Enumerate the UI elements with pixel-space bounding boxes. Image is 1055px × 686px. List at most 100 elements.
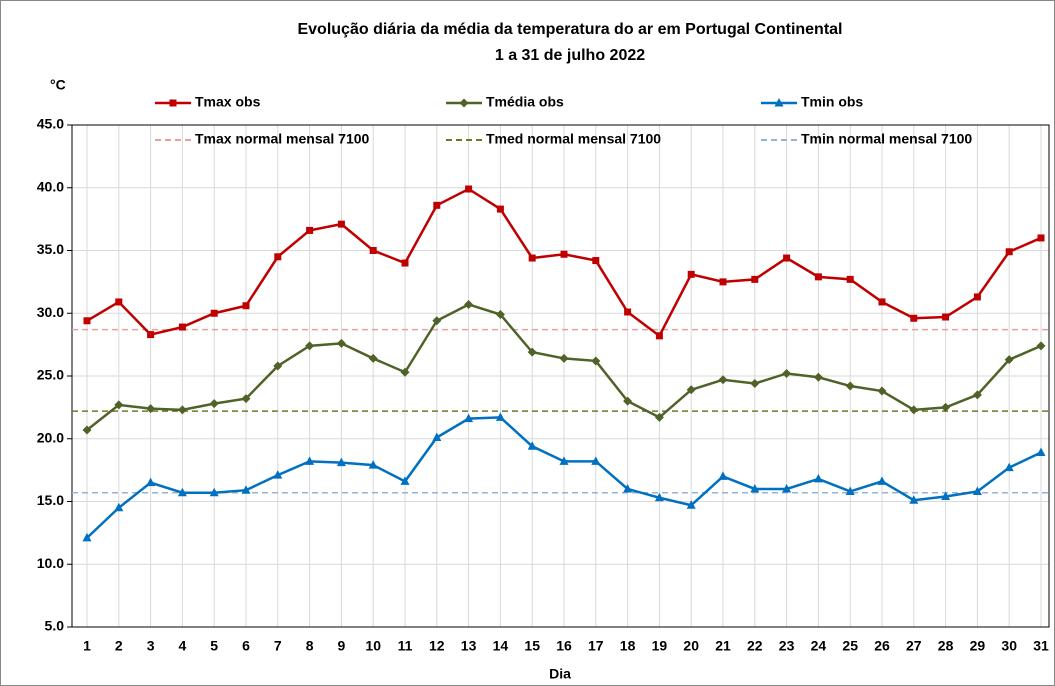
point	[1005, 248, 1013, 256]
point	[750, 483, 760, 493]
chart-title: Evolução diária da média da temperatura …	[297, 21, 842, 38]
point	[115, 298, 123, 306]
point	[942, 313, 950, 321]
x-tick-label: 1	[83, 638, 91, 654]
x-tick-label: 23	[779, 638, 795, 654]
point	[845, 381, 855, 391]
point	[687, 270, 695, 278]
point	[718, 375, 728, 385]
point	[147, 331, 155, 339]
point	[177, 487, 187, 497]
point	[973, 293, 981, 301]
point	[527, 441, 537, 450]
point	[273, 470, 283, 479]
point	[209, 487, 219, 497]
point	[241, 485, 251, 494]
point	[750, 379, 760, 389]
legend-label: Tmin obs	[801, 94, 863, 110]
point	[560, 250, 568, 258]
y-unit: °C	[50, 77, 66, 93]
x-tick-label: 10	[365, 638, 381, 654]
point	[273, 361, 283, 371]
plot-frame	[71, 124, 1050, 628]
point	[783, 254, 791, 262]
point	[654, 412, 664, 422]
x-tick-label: 21	[715, 638, 731, 654]
point	[941, 402, 951, 412]
y-tick-label: 25.0	[37, 367, 64, 383]
point	[400, 367, 410, 377]
x-tick-label: 18	[620, 638, 636, 654]
point	[242, 302, 250, 310]
x-tick-label: 7	[274, 638, 282, 654]
x-tick-label: 30	[1001, 638, 1017, 654]
x-tick-label: 2	[115, 638, 123, 654]
legend-label: Tmax normal mensal 7100	[195, 131, 370, 147]
x-tick-label: 4	[179, 638, 187, 654]
point	[909, 405, 919, 415]
x-tick-label: 25	[842, 638, 858, 654]
x-axis-title: Dia	[549, 666, 571, 682]
point	[877, 476, 887, 485]
point	[909, 495, 919, 504]
point	[528, 254, 536, 262]
point	[241, 394, 251, 404]
y-tick-label: 35.0	[37, 241, 64, 257]
x-tick-label: 31	[1033, 638, 1049, 654]
point	[401, 259, 409, 267]
point	[114, 400, 124, 410]
point	[305, 341, 315, 351]
point	[686, 385, 696, 395]
x-tick-label: 14	[493, 638, 509, 654]
y-tick-label: 5.0	[45, 618, 65, 634]
legend-label: Tmax obs	[195, 94, 261, 110]
point	[655, 332, 663, 340]
point	[210, 309, 218, 317]
x-tick-label: 16	[556, 638, 572, 654]
y-tick-label: 15.0	[37, 492, 64, 508]
point	[814, 273, 822, 281]
point	[624, 308, 632, 316]
x-tick-label: 17	[588, 638, 604, 654]
x-tick-label: 27	[906, 638, 922, 654]
y-tick-label: 30.0	[37, 304, 64, 320]
point	[305, 456, 315, 465]
x-tick-label: 3	[147, 638, 155, 654]
point	[559, 353, 569, 363]
x-tick-label: 28	[938, 638, 954, 654]
legend-label: Tmin normal mensal 7100	[801, 131, 972, 147]
x-tick-label: 24	[811, 638, 827, 654]
point	[1036, 341, 1046, 351]
x-tick-label: 11	[398, 638, 413, 654]
point	[306, 226, 314, 234]
point	[432, 316, 442, 326]
point	[459, 98, 469, 108]
point	[813, 473, 823, 483]
point	[368, 353, 378, 363]
point	[559, 456, 569, 465]
x-tick-label: 19	[652, 638, 668, 654]
legend-label: Tmédia obs	[486, 94, 564, 110]
point	[336, 457, 346, 467]
y-tick-label: 10.0	[37, 555, 64, 571]
x-tick-label: 26	[874, 638, 890, 654]
point	[878, 298, 886, 306]
point	[464, 413, 474, 423]
chart-subtitle: 1 a 31 de julho 2022	[495, 47, 645, 64]
point	[432, 432, 442, 441]
point	[82, 532, 92, 542]
point	[845, 486, 855, 495]
point	[83, 317, 91, 325]
legend-label: Tmed normal mensal 7100	[486, 131, 661, 147]
point	[623, 396, 633, 406]
point	[337, 220, 345, 228]
point	[146, 477, 156, 487]
point	[623, 483, 633, 493]
point	[169, 99, 177, 107]
point	[774, 98, 784, 107]
y-tick-label: 20.0	[37, 429, 64, 445]
point	[495, 412, 505, 421]
point	[591, 456, 601, 465]
point	[686, 500, 696, 509]
point	[336, 338, 346, 348]
